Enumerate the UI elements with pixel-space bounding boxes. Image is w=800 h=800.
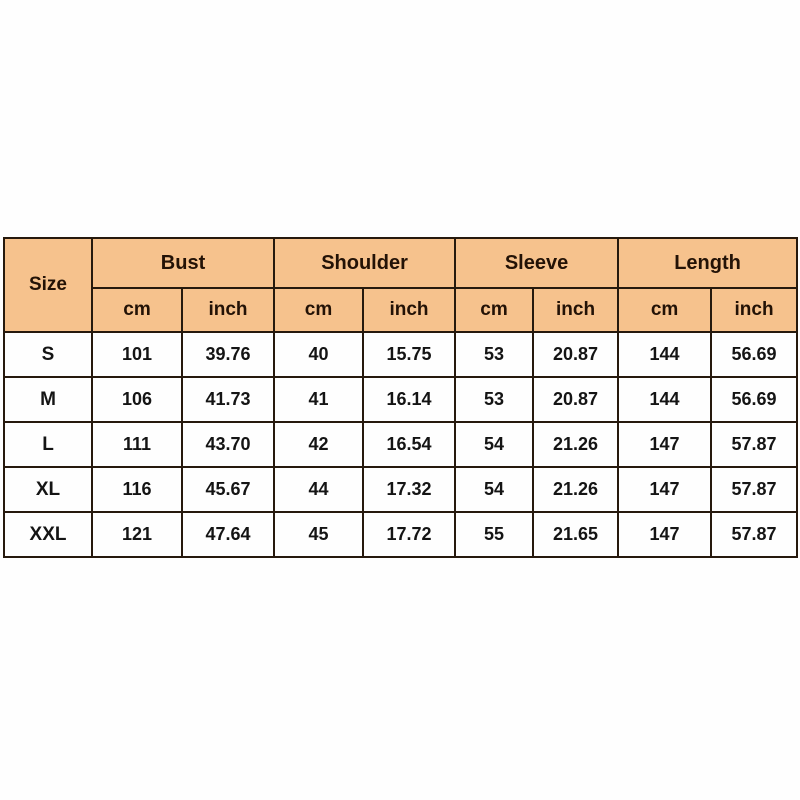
cell-length-inch: 56.69 xyxy=(710,376,799,423)
table-row-m: M 106 41.73 41 16.14 53 20.87 144 56.69 xyxy=(3,376,799,423)
cell-shoulder-cm: 40 xyxy=(273,331,365,378)
cell-sleeve-cm: 55 xyxy=(454,511,535,558)
cell-sleeve-inch: 21.26 xyxy=(532,421,620,468)
cell-sleeve-cm: 53 xyxy=(454,331,535,378)
cell-size: S xyxy=(3,331,93,378)
cell-length-inch: 57.87 xyxy=(710,466,799,513)
table-row-s: S 101 39.76 40 15.75 53 20.87 144 56.69 xyxy=(3,331,799,378)
cell-length-inch: 56.69 xyxy=(710,331,799,378)
cell-length-cm: 144 xyxy=(617,376,713,423)
header-group-sleeve: Sleeve xyxy=(454,237,620,289)
table-row-l: L 111 43.70 42 16.54 54 21.26 147 57.87 xyxy=(3,421,799,468)
header-unit-bust-inch: inch xyxy=(180,287,276,333)
cell-size: M xyxy=(3,376,93,423)
header-unit-length-inch: inch xyxy=(710,287,799,333)
cell-length-cm: 147 xyxy=(617,511,713,558)
cell-shoulder-cm: 45 xyxy=(273,511,365,558)
cell-sleeve-inch: 21.26 xyxy=(532,466,620,513)
cell-length-inch: 57.87 xyxy=(710,511,799,558)
header-unit-length-cm: cm xyxy=(617,287,713,333)
header-unit-bust-cm: cm xyxy=(91,287,183,333)
cell-bust-cm: 106 xyxy=(91,376,183,423)
cell-shoulder-inch: 17.72 xyxy=(362,511,457,558)
header-unit-shoulder-cm: cm xyxy=(273,287,365,333)
cell-shoulder-inch: 16.14 xyxy=(362,376,457,423)
cell-bust-inch: 47.64 xyxy=(180,511,276,558)
cell-sleeve-inch: 20.87 xyxy=(532,376,620,423)
cell-bust-inch: 39.76 xyxy=(180,331,276,378)
header-group-bust: Bust xyxy=(90,237,276,289)
cell-size: L xyxy=(3,421,93,468)
header-unit-sleeve-cm: cm xyxy=(454,287,535,333)
cell-shoulder-cm: 41 xyxy=(273,376,365,423)
cell-shoulder-cm: 42 xyxy=(273,421,365,468)
header-group-row: Size Bust Shoulder Sleeve Length xyxy=(3,237,799,333)
cell-shoulder-inch: 16.54 xyxy=(362,421,457,468)
cell-bust-inch: 43.70 xyxy=(180,421,276,468)
header-unit-row: cm inch cm inch cm inch cm inch xyxy=(4,287,799,333)
size-chart-table: Size Bust Shoulder Sleeve Length cm inch… xyxy=(3,237,799,558)
cell-size: XXL xyxy=(3,511,93,558)
cell-sleeve-cm: 54 xyxy=(454,466,535,513)
cell-shoulder-inch: 17.32 xyxy=(362,466,457,513)
cell-bust-inch: 45.67 xyxy=(180,466,276,513)
cell-sleeve-cm: 53 xyxy=(454,376,535,423)
header-unit-sleeve-inch: inch xyxy=(532,287,620,333)
cell-bust-inch: 41.73 xyxy=(180,376,276,423)
cell-sleeve-cm: 54 xyxy=(454,421,535,468)
cell-sleeve-inch: 21.65 xyxy=(532,511,620,558)
cell-shoulder-inch: 15.75 xyxy=(362,331,457,378)
cell-length-inch: 57.87 xyxy=(710,421,799,468)
cell-bust-cm: 121 xyxy=(91,511,183,558)
header-group-length: Length xyxy=(617,237,799,289)
header-unit-shoulder-inch: inch xyxy=(362,287,457,333)
cell-length-cm: 147 xyxy=(617,421,713,468)
table-row-xl: XL 116 45.67 44 17.32 54 21.26 147 57.87 xyxy=(3,466,799,513)
cell-bust-cm: 116 xyxy=(91,466,183,513)
cell-bust-cm: 111 xyxy=(91,421,183,468)
header-size: Size xyxy=(3,237,93,333)
cell-length-cm: 144 xyxy=(617,331,713,378)
cell-size: XL xyxy=(3,466,93,513)
cell-length-cm: 147 xyxy=(617,466,713,513)
cell-bust-cm: 101 xyxy=(91,331,183,378)
header-group-shoulder: Shoulder xyxy=(273,237,457,289)
cell-sleeve-inch: 20.87 xyxy=(532,331,620,378)
cell-shoulder-cm: 44 xyxy=(273,466,365,513)
table-row-xxl: XXL 121 47.64 45 17.72 55 21.65 147 57.8… xyxy=(3,511,799,558)
